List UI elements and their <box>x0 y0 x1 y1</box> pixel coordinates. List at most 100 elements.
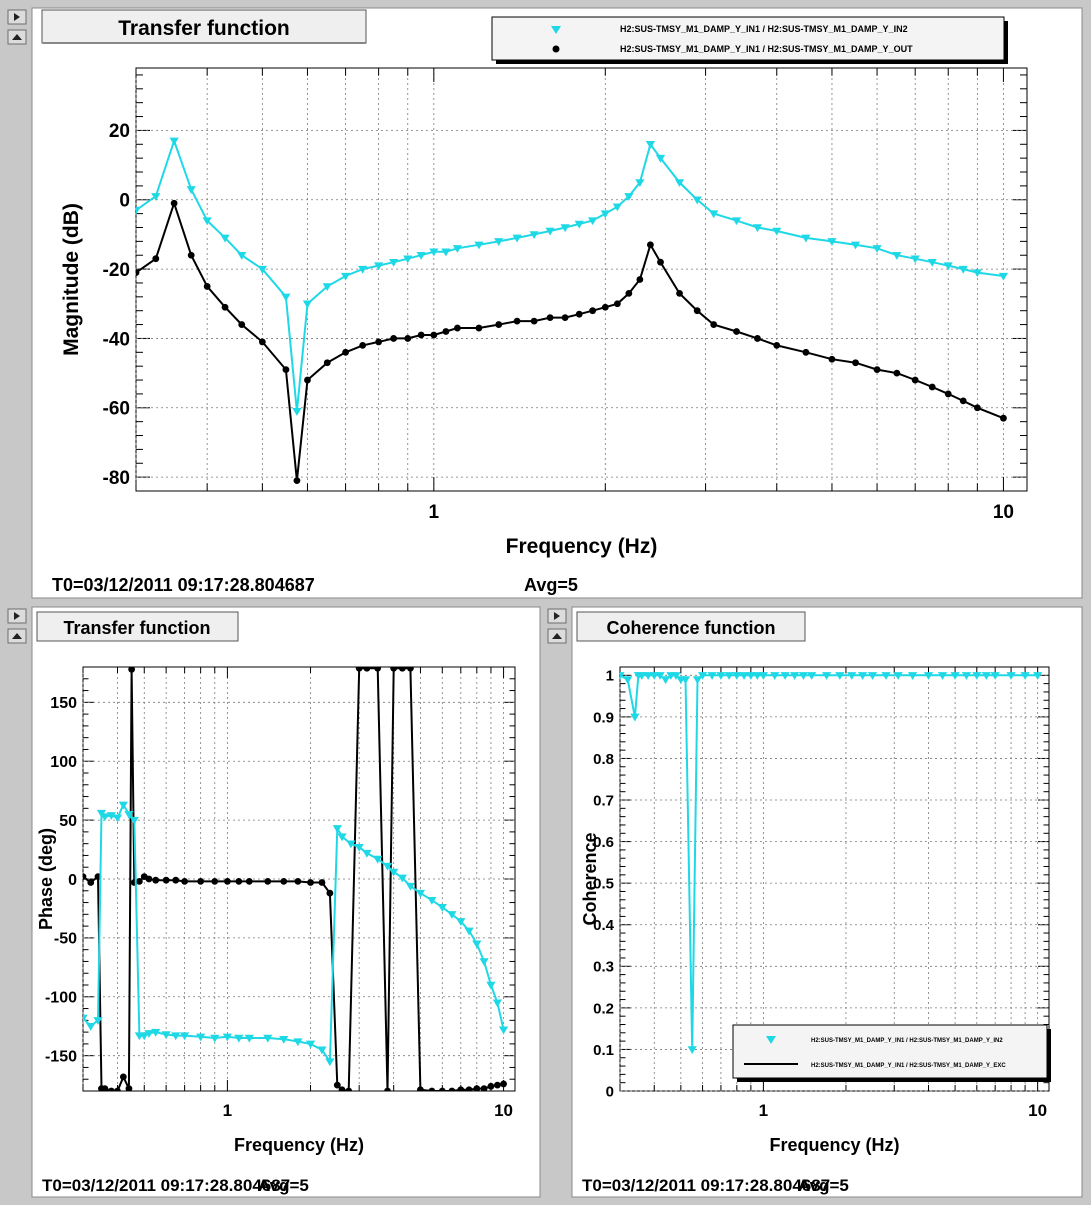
data-point <box>83 873 87 881</box>
data-point <box>479 958 489 967</box>
data-point <box>709 210 719 219</box>
data-point <box>732 672 742 680</box>
data-point <box>263 1034 273 1043</box>
data-point <box>244 1034 254 1043</box>
data-point <box>375 338 383 346</box>
data-point <box>1033 672 1043 680</box>
data-point <box>746 672 756 680</box>
y-tick-label: -150 <box>45 1048 77 1065</box>
y-tick-label: 0.5 <box>593 876 614 893</box>
data-point <box>752 224 763 233</box>
data-point <box>671 672 681 680</box>
y-tick-label: 0 <box>68 872 77 889</box>
data-point <box>645 141 655 149</box>
data-point <box>893 672 903 680</box>
data-point <box>758 672 768 680</box>
y-tick-label: -60 <box>103 399 130 420</box>
top-pad-collapse-button[interactable] <box>7 29 27 45</box>
data-point <box>279 1035 289 1044</box>
data-point <box>203 283 211 290</box>
data-point <box>114 1087 121 1091</box>
data-point <box>428 1087 436 1091</box>
data-point <box>389 258 399 267</box>
y-tick-label: -50 <box>54 931 77 948</box>
bottom-right-pad-footer-avg: Avg=5 <box>798 1176 849 1195</box>
data-point <box>129 816 139 825</box>
y-tick-label: 0.4 <box>593 917 615 934</box>
bottom-pad-collapse-button[interactable] <box>7 628 27 644</box>
data-point <box>363 667 371 672</box>
data-point <box>107 1087 115 1091</box>
data-point <box>101 1085 109 1091</box>
x-axis-label: Frequency (Hz) <box>506 535 658 558</box>
series-line <box>136 137 1004 412</box>
data-point <box>258 338 266 346</box>
data-point <box>625 289 633 297</box>
data-point <box>430 331 438 339</box>
y-tick-label: 50 <box>59 813 77 830</box>
data-point <box>187 251 195 259</box>
bottom-right-pad-title: Coherence function <box>606 618 775 638</box>
data-point <box>323 359 331 367</box>
data-point <box>407 667 414 672</box>
data-point <box>307 879 314 886</box>
magnitude-legend: H2:SUS-TMSY_M1_DAMP_Y_IN1 / H2:SUS-TMSY_… <box>491 16 1008 64</box>
data-point <box>680 676 691 685</box>
data-point <box>575 310 583 318</box>
data-point <box>457 1086 465 1091</box>
data-point <box>304 376 311 384</box>
data-point <box>807 672 817 680</box>
data-point <box>1006 672 1016 680</box>
data-point <box>828 355 836 363</box>
bottom-right-pad-collapse-button[interactable] <box>547 628 567 644</box>
data-point <box>161 1031 171 1040</box>
data-point <box>867 672 878 680</box>
y-tick-label: -20 <box>103 260 130 281</box>
top-pad-title: Transfer function <box>118 17 290 40</box>
data-point <box>872 245 882 253</box>
data-point <box>172 876 180 884</box>
data-point <box>282 366 290 374</box>
legend-marker <box>552 45 560 53</box>
legend-label: H2:SUS-TMSY_M1_DAMP_Y_IN1 / H2:SUS-TMSY_… <box>620 44 913 54</box>
data-point <box>474 241 484 250</box>
data-point <box>235 877 243 885</box>
coherence-legend: H2:SUS-TMSY_M1_DAMP_Y_IN1 / H2:SUS-TMSY_… <box>732 1024 1051 1082</box>
legend-marker <box>551 26 561 34</box>
data-point <box>630 713 640 722</box>
data-point <box>384 1087 391 1091</box>
data-point <box>655 672 665 680</box>
y-tick-label: 150 <box>50 695 77 712</box>
data-point <box>911 376 919 384</box>
top-pad-expand-button[interactable] <box>7 9 27 25</box>
bottom-pad-expand-button[interactable] <box>7 608 27 624</box>
data-point <box>456 918 466 926</box>
data-point <box>950 672 960 680</box>
data-point <box>397 874 407 883</box>
data-point <box>106 812 116 820</box>
data-point <box>136 206 141 215</box>
data-point <box>340 272 351 281</box>
data-point <box>972 672 982 680</box>
data-point <box>530 317 538 325</box>
data-point <box>465 1086 473 1091</box>
data-point <box>135 877 143 885</box>
top-pad-footer-t0: T0=03/12/2011 09:17:28.804687 <box>52 575 315 595</box>
bottom-left-pad-footer-avg: Avg=5 <box>258 1176 309 1195</box>
data-point <box>873 366 881 374</box>
data-point <box>513 317 521 325</box>
data-point <box>601 303 609 311</box>
data-point <box>636 276 644 283</box>
legend-marker <box>766 1036 776 1044</box>
data-point <box>486 981 496 990</box>
data-point <box>492 999 503 1008</box>
data-point <box>772 227 782 236</box>
data-point <box>136 269 140 276</box>
data-point <box>427 896 437 905</box>
x-axis-label: Frequency (Hz) <box>234 1135 364 1155</box>
y-axis-label: Magnitude (dB) <box>60 203 83 356</box>
data-point <box>404 335 412 342</box>
bottom-right-pad-expand-button[interactable] <box>547 608 567 624</box>
data-point <box>821 672 832 680</box>
